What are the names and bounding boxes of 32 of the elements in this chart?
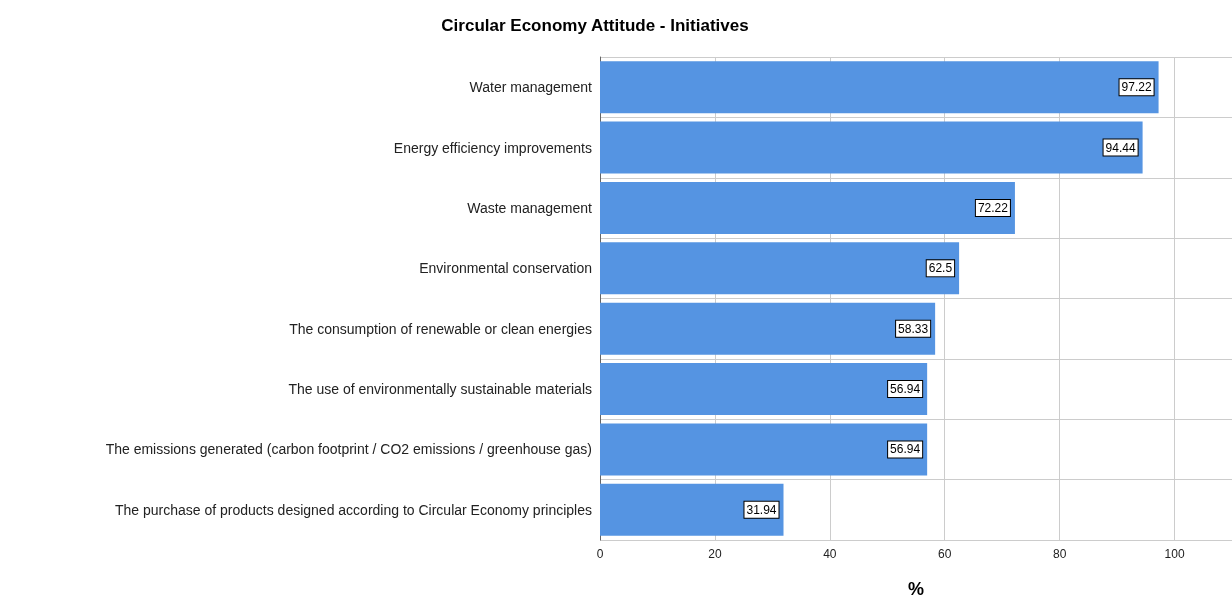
bar [600,363,928,416]
bar [600,483,784,536]
x-tick-label: 20 [708,547,722,561]
bar [600,61,1159,114]
x-tick-label: 80 [1052,547,1067,561]
chart-title: Circular Economy Attitude - Initiatives [441,16,749,35]
data-label: 72.22 [977,200,1009,215]
y-tick-label: Water management [469,79,593,96]
data-label: 62.5 [928,261,953,276]
y-tick-label: Environmental conservation [419,260,592,277]
data-label: 58.33 [898,321,929,336]
x-tick-label: 0 [596,547,604,561]
x-tick-label: 100 [1164,547,1185,561]
data-label: 31.94 [746,502,777,517]
data-label: 56.94 [890,442,921,457]
data-label: 97.22 [1121,80,1152,95]
y-tick-label: The purchase of products designed according to Circular Economy principles [114,501,592,518]
x-tick-label: 60 [938,547,952,561]
data-label: 94.44 [1105,140,1136,155]
bar [600,302,936,355]
x-axis-title: % [907,579,925,599]
y-tick-label: Waste management [467,199,593,216]
bar [600,242,960,295]
bar [600,121,1143,174]
bar [600,423,928,476]
data-label: 56.94 [890,382,921,397]
y-tick-label: The use of environmentally sustainable materials [288,381,592,398]
x-tick-label: 40 [823,547,837,561]
y-tick-label: Energy efficiency improvements [393,139,592,156]
y-tick-label: The emissions generated (carbon footprint / CO2 emissions / greenhouse gas) [105,441,592,458]
y-tick-label: The consumption of renewable or clean energies [289,320,592,337]
bar [600,181,1015,234]
